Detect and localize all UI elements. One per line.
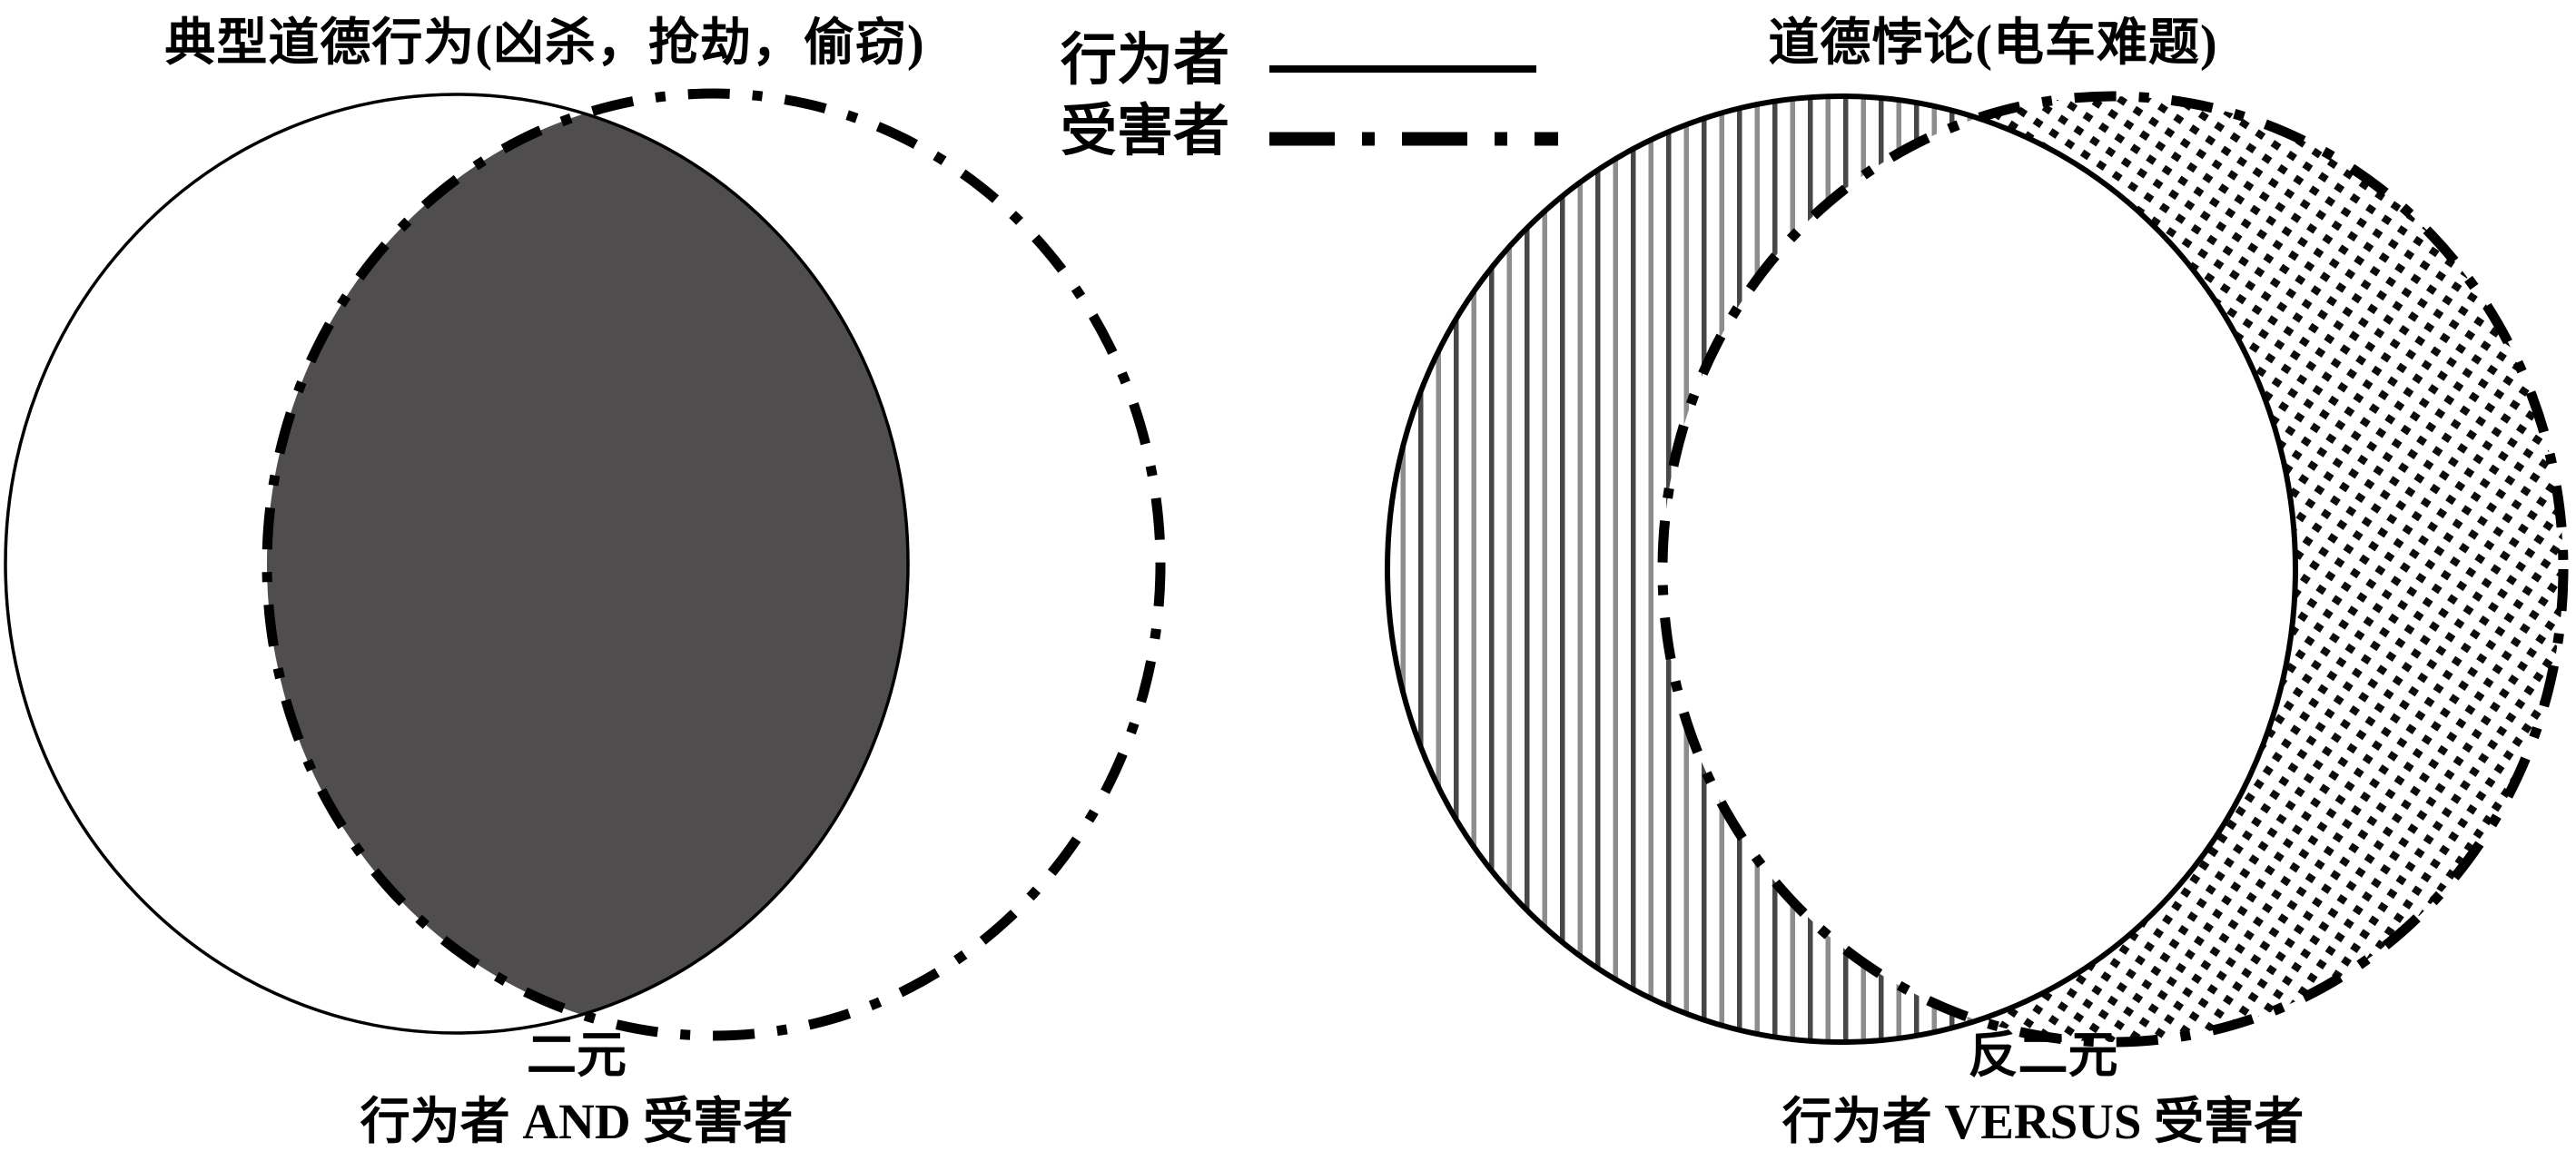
legend-actor-label: 行为者 — [1061, 30, 1230, 92]
venn-right-moral-paradox — [1385, 91, 2569, 1048]
actor-circle-left — [4, 93, 910, 1035]
right-caption-formula: 行为者 VERSUS 受害者 — [1781, 1094, 2305, 1149]
left-caption-relation: 二元 — [526, 1028, 627, 1083]
legend-line-swatches — [1269, 65, 1558, 146]
right-panel-title: 道德悖论(电车难题) — [1768, 15, 2218, 72]
intersection-region-left — [267, 94, 908, 1033]
victim-only-region-diagonal-hatch — [1663, 96, 2563, 1042]
legend-victim-label: 受害者 — [1061, 101, 1230, 162]
right-caption-relation: 反二元 — [1968, 1028, 2118, 1083]
actor-circle-right — [1385, 93, 2298, 1045]
victim-circle-left — [262, 88, 1166, 1041]
left-caption-formula: 行为者 AND 受害者 — [360, 1094, 794, 1149]
venn-left-typical-moral-act — [4, 88, 1166, 1041]
left-panel-title: 典型道德行为(凶杀，抢劫，偷窃) — [164, 15, 925, 72]
left-panel-caption: 二元 行为者 AND 受害者 — [123, 1022, 1031, 1155]
victim-circle-right — [1657, 91, 2569, 1048]
right-panel-caption: 反二元 行为者 VERSUS 受害者 — [1589, 1022, 2497, 1155]
